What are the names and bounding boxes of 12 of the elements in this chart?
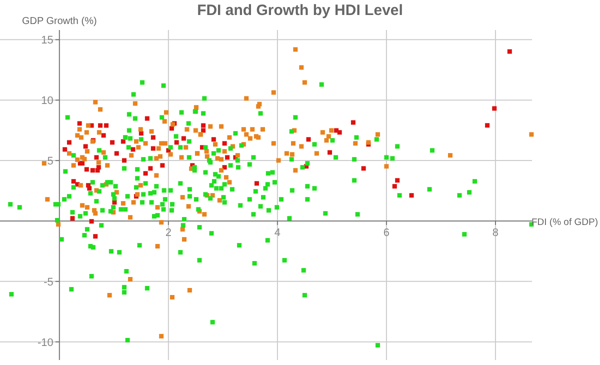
y-tick-label: -5: [44, 276, 54, 288]
y-axis-title: GDP Growth (%): [22, 16, 97, 27]
y-tick-label: 10: [41, 95, 54, 108]
chart-title: FDI and Growth by HDI Level: [197, 2, 403, 19]
x-tick-label: 6: [383, 226, 390, 239]
x-tick-label: 4: [274, 226, 281, 239]
y-tick-label: 15: [41, 34, 54, 47]
x-tick-label: 8: [492, 226, 499, 239]
x-tick-label: 2: [165, 226, 172, 239]
y-tick-label: -10: [38, 336, 54, 349]
y-tick-label: 5: [47, 156, 54, 168]
x-axis-title: FDI (% of GDP): [531, 216, 598, 228]
